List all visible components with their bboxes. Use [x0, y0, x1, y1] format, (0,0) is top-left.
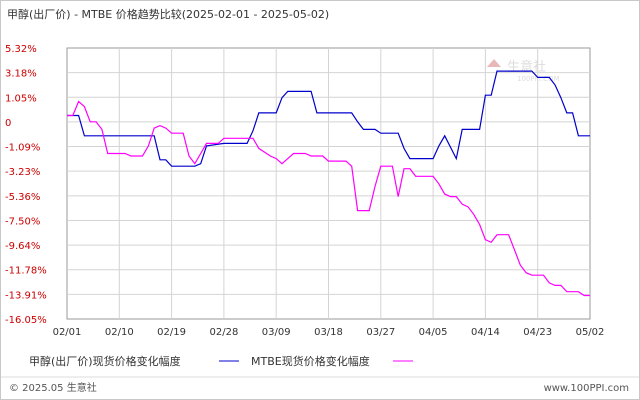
y-tick-label: -7.50%: [5, 216, 40, 227]
footer-copyright: © 2025.05 生意社: [9, 381, 97, 394]
y-tick-label: 3.18%: [5, 69, 37, 80]
watermark-url: 100PPI.COM: [517, 75, 560, 83]
series-line-0: [67, 70, 590, 167]
footer-url: www.100PPI.com: [544, 383, 629, 394]
x-tick-label: 02/01: [53, 327, 82, 338]
x-tick-label: 02/10: [105, 327, 134, 338]
x-tick-label: 03/18: [314, 327, 343, 338]
x-tick-label: 04/14: [471, 327, 500, 338]
watermark-logo-icon: [487, 59, 501, 67]
x-tick-label: 04/05: [419, 327, 448, 338]
chart-title: 甲醇(出厂价) - MTBE 价格趋势比较(2025-02-01 - 2025-…: [7, 7, 329, 21]
x-tick-label: 04/23: [523, 327, 552, 338]
y-tick-label: -5.36%: [5, 192, 40, 203]
x-axis-ticks: 02/01 02/10 02/19 02/28 03/09 03/18 03/27 04/05…: [53, 327, 605, 338]
y-axis-ticks: 5.32% 3.18% 1.05% 0 -1.09% -3.23% -5.36% -7.50%…: [5, 44, 47, 326]
grid-layer: [67, 48, 590, 319]
x-tick-label: 02/28: [209, 327, 238, 338]
x-tick-label: 03/09: [262, 327, 291, 338]
x-tick-label: 05/02: [576, 327, 605, 338]
y-tick-label: -11.78%: [5, 266, 47, 277]
y-tick-label: 5.32%: [5, 44, 37, 55]
legend: 甲醇(出厂价)现货价格变化幅度 MTBE现货价格变化幅度: [29, 354, 413, 368]
y-tick-label: 0: [5, 118, 11, 129]
legend-label-mtbe: MTBE现货价格变化幅度: [251, 354, 370, 368]
y-tick-label: -16.05%: [5, 315, 47, 326]
y-tick-label: -3.23%: [5, 167, 40, 178]
y-tick-label: -9.64%: [5, 241, 40, 252]
series-line-1: [67, 100, 590, 297]
legend-label-methanol: 甲醇(出厂价)现货价格变化幅度: [29, 354, 181, 368]
y-tick-label: -1.09%: [5, 143, 40, 154]
y-tick-label: 1.05%: [5, 93, 37, 104]
x-tick-label: 02/19: [157, 327, 186, 338]
y-tick-label: -13.91%: [5, 290, 47, 301]
x-tick-label: 03/27: [366, 327, 395, 338]
series-layer: [67, 70, 590, 297]
